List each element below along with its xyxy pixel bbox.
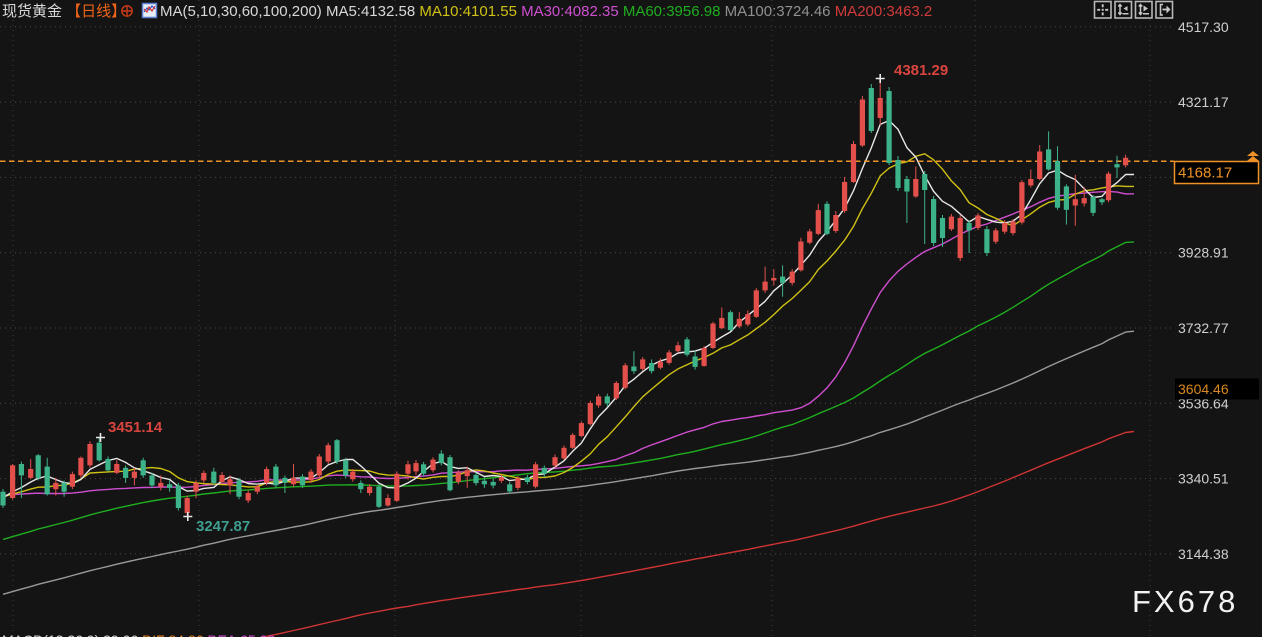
- svg-text:4381.29: 4381.29: [894, 62, 948, 79]
- svg-text:FX678: FX678: [1132, 584, 1238, 619]
- svg-text:3340.51: 3340.51: [1178, 471, 1229, 487]
- svg-text:MA(5,10,30,60,100,200) MA5:41: MA(5,10,30,60,100,200) MA5:4132.58 MA10:…: [160, 3, 932, 20]
- svg-text:3451.14: 3451.14: [108, 419, 163, 436]
- svg-text:3144.38: 3144.38: [1178, 546, 1229, 562]
- svg-text:3928.91: 3928.91: [1178, 245, 1229, 261]
- svg-text:4321.17: 4321.17: [1178, 94, 1229, 110]
- svg-text:MACD(12,26,9) 39.06 DIF:84.86: MACD(12,26,9) 39.06 DIF:84.86 DEA:65.33: [2, 632, 275, 637]
- svg-text:3604.46: 3604.46: [1178, 381, 1229, 397]
- svg-text:3247.87: 3247.87: [196, 518, 250, 535]
- svg-text:4517.30: 4517.30: [1178, 19, 1229, 35]
- svg-text:现货黄金 【日线】: 现货黄金 【日线】: [2, 3, 126, 20]
- svg-text:3732.77: 3732.77: [1178, 320, 1229, 336]
- svg-text:4168.17: 4168.17: [1178, 165, 1232, 182]
